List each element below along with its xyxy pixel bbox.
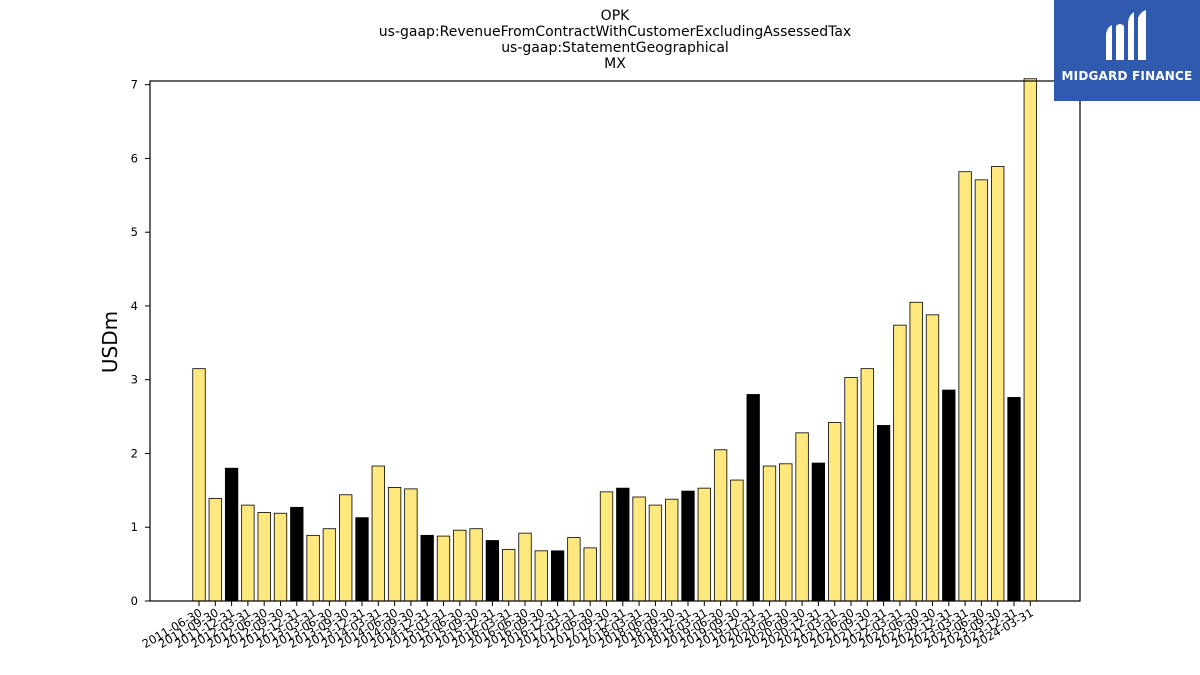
bar-2017-06-30 <box>583 547 597 602</box>
y-tick-label: 5 <box>131 225 138 239</box>
bar-2021-09-30 <box>860 368 874 602</box>
bar-2019-09-30 <box>730 479 744 602</box>
y-tick-label: 3 <box>131 373 138 387</box>
x-axis: 2011-06-302011-09-302011-12-312012-03-31… <box>140 601 1036 651</box>
bar-2022-12-31 <box>942 389 956 602</box>
bar-2023-09-30 <box>991 166 1005 602</box>
bar-2014-12-31 <box>420 534 434 602</box>
bar-2022-06-30 <box>909 301 923 602</box>
bar-2013-03-31 <box>306 534 320 602</box>
title-line-1: OPK <box>601 8 630 24</box>
chart-title: OPK us-gaap:RevenueFromContractWithCusto… <box>379 8 851 72</box>
y-axis-label: USDm <box>98 311 122 373</box>
bar-2016-06-30 <box>518 532 532 602</box>
y-tick-label: 4 <box>131 299 138 313</box>
bar-2015-06-30 <box>453 529 467 602</box>
bar-2023-03-31 <box>958 171 972 602</box>
y-tick-label: 0 <box>131 594 138 608</box>
logo-mark-icon <box>1106 10 1146 60</box>
bar-2018-06-30 <box>648 504 663 602</box>
bar-2023-06-30 <box>974 179 989 602</box>
bar-2015-03-31 <box>436 535 451 602</box>
bar-2011-09-30 <box>208 498 222 602</box>
bar-2024-03-31 <box>1023 78 1037 602</box>
bar-2012-09-30 <box>273 512 288 602</box>
bar-2013-12-31 <box>355 517 369 602</box>
bar-2014-09-30 <box>404 488 418 602</box>
bar-2021-12-31 <box>876 425 891 602</box>
bar-2017-12-31 <box>616 487 630 602</box>
bar-2016-09-30 <box>534 550 548 602</box>
bar-2017-03-31 <box>567 537 581 602</box>
bar-2015-09-30 <box>469 528 483 602</box>
bar-2021-06-30 <box>844 377 858 602</box>
midgard-finance-logo: MIDGARD FINANCE <box>1054 0 1200 101</box>
bar-2020-12-31 <box>811 462 826 602</box>
bar-2022-09-30 <box>925 314 940 602</box>
bars-group <box>192 78 1037 602</box>
bar-2013-09-30 <box>339 494 353 602</box>
title-line-4: MX <box>604 56 626 72</box>
bar-2021-03-31 <box>828 422 842 602</box>
bar-2011-06-30 <box>192 368 206 602</box>
bar-2016-03-31 <box>502 548 516 602</box>
bar-2018-12-31 <box>681 490 695 602</box>
title-line-3: us-gaap:StatementGeographical <box>501 40 729 56</box>
bar-2012-12-31 <box>290 506 304 602</box>
bar-2020-09-30 <box>795 432 809 602</box>
bar-2019-03-31 <box>697 487 711 602</box>
bar-2014-06-30 <box>387 487 402 602</box>
logo-text: MIDGARD FINANCE <box>1061 69 1193 83</box>
bar-2015-12-31 <box>485 540 500 602</box>
y-tick-label: 2 <box>131 446 138 460</box>
bar-2020-06-30 <box>779 463 793 602</box>
bar-2016-12-31 <box>550 550 565 602</box>
bar-2014-03-31 <box>371 465 385 602</box>
bar-2011-12-31 <box>224 467 239 602</box>
bar-2019-12-31 <box>746 394 760 602</box>
bar-2018-09-30 <box>665 498 679 602</box>
y-tick-label: 6 <box>131 151 138 165</box>
bar-2020-03-31 <box>762 465 777 602</box>
bar-2023-12-31 <box>1007 397 1021 602</box>
bar-2018-03-31 <box>632 496 646 602</box>
y-tick-label: 1 <box>131 520 138 534</box>
title-line-2: us-gaap:RevenueFromContractWithCustomerE… <box>379 24 851 40</box>
plot-frame <box>149 80 1081 602</box>
y-tick-label: 7 <box>131 78 138 92</box>
bar-2019-06-30 <box>713 449 728 602</box>
bar-2017-09-30 <box>599 491 614 602</box>
y-axis: 0 1 2 3 4 5 6 7 <box>131 78 150 608</box>
bar-2012-06-30 <box>257 512 271 602</box>
bar-2012-03-31 <box>241 504 255 602</box>
bar-2022-03-31 <box>893 324 907 602</box>
bar-2013-06-30 <box>322 528 337 602</box>
